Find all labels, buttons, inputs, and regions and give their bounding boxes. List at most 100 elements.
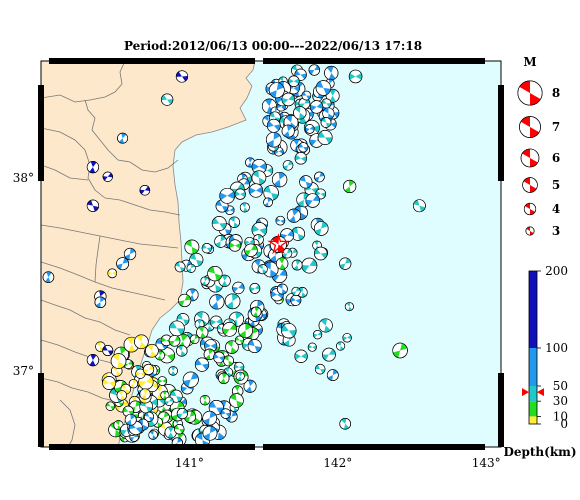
earthquake-symbol <box>143 411 155 422</box>
earthquake-symbol <box>139 185 151 196</box>
earthquake-symbol <box>174 424 185 435</box>
lat-tick-label: 38° <box>13 171 34 185</box>
earthquake-symbol <box>174 261 186 273</box>
earthquake-symbol <box>175 70 189 83</box>
earthquake-symbol <box>320 117 332 128</box>
earthquake-symbol <box>102 345 114 356</box>
earthquake-symbol <box>218 274 231 287</box>
earthquake-symbol <box>314 171 325 183</box>
magnitude-legend-symbol <box>525 226 535 236</box>
earthquake-symbol <box>196 326 209 339</box>
earthquake-symbol <box>143 363 155 375</box>
earthquake-symbol <box>199 394 211 406</box>
earthquake-symbol <box>86 161 100 174</box>
earthquake-symbol <box>314 363 326 375</box>
earthquake-symbol <box>116 390 127 401</box>
earthquake-symbol <box>213 351 225 364</box>
earthquake-symbol <box>309 100 324 114</box>
earthquake-symbol <box>184 239 200 255</box>
lon-tick-label: 142° <box>323 456 352 470</box>
earthquake-symbol <box>202 410 218 426</box>
earthquake-symbol <box>235 371 245 381</box>
earthquake-symbol <box>202 425 218 441</box>
earthquake-symbol <box>312 330 323 340</box>
earthquake-symbol <box>291 286 301 296</box>
lon-tick-label: 143° <box>472 456 501 470</box>
earthquake-symbol <box>322 347 336 362</box>
earthquake-symbol <box>277 283 288 295</box>
magnitude-legend-label: 8 <box>552 86 560 100</box>
earthquake-symbol <box>281 124 295 138</box>
earthquake-symbol <box>286 208 302 223</box>
earthquake-symbol <box>251 170 267 185</box>
earthquake-symbol <box>250 306 262 318</box>
earthquake-symbol <box>139 388 151 400</box>
earthquake-symbol <box>293 106 307 120</box>
earthquake-symbol <box>314 246 328 261</box>
depth-marker-icon <box>522 388 529 397</box>
depth-tick-label: 10 <box>553 409 568 423</box>
earthquake-symbol <box>265 131 282 148</box>
earthquake-symbol <box>110 353 127 369</box>
earthquake-symbol <box>159 347 175 364</box>
depth-marker-icon <box>537 388 544 397</box>
earthquake-symbol <box>169 320 185 337</box>
earthquake-symbol <box>222 321 237 337</box>
earthquake-symbol <box>148 430 158 440</box>
earthquake-symbol <box>176 345 188 357</box>
earthquake-symbol <box>86 199 100 212</box>
earthquake-symbol <box>116 257 130 271</box>
earthquake-symbol <box>157 376 168 386</box>
depth-tick-label: 30 <box>553 394 568 408</box>
earthquake-symbol <box>223 355 234 367</box>
earthquake-symbol <box>339 257 352 270</box>
earthquake-symbol <box>304 124 315 134</box>
earthquake-symbol <box>107 268 118 279</box>
earthquake-symbol <box>228 239 242 252</box>
earthquake-symbol <box>291 259 303 271</box>
earthquake-symbol <box>178 293 192 308</box>
earthquake-symbol <box>209 294 225 310</box>
depth-band <box>529 416 537 424</box>
earthquake-symbol <box>281 92 295 107</box>
earthquake-symbol <box>313 221 329 236</box>
axis-ticks: 141° 142° 143° 37° 38° <box>13 171 501 470</box>
earthquake-symbol <box>161 93 174 106</box>
earthquake-symbol <box>228 216 240 228</box>
earthquake-symbol <box>248 183 264 198</box>
epicenter-star-icon <box>267 233 290 255</box>
earthquake-symbol <box>234 188 246 200</box>
earthquake-symbol <box>128 379 139 389</box>
earthquake-symbol <box>243 379 257 393</box>
earthquake-symbol <box>318 318 333 333</box>
map-title: Period:2012/06/13 00:00---2022/06/13 17:… <box>124 39 422 53</box>
earthquake-symbol <box>275 215 286 226</box>
earthquake-symbol <box>134 334 149 349</box>
magnitude-legend-label: 3 <box>552 224 560 238</box>
earthquake-symbol <box>194 357 210 372</box>
land-area <box>41 61 256 447</box>
magnitude-legend: M 8 7 6 5 4 3 <box>517 55 560 238</box>
earthquake-symbol <box>102 171 113 182</box>
earthquake-symbol <box>299 175 313 189</box>
earthquake-symbol <box>294 349 308 363</box>
magnitude-legend-symbol <box>517 80 543 106</box>
earthquake-symbol <box>348 69 363 84</box>
earthquake-symbol <box>234 335 245 345</box>
earthquake-symbol <box>251 222 268 238</box>
earthquake-symbol <box>251 159 267 175</box>
depth-tick-label: 50 <box>553 379 568 393</box>
earthquake-symbol <box>339 418 351 430</box>
earthquake-symbol <box>232 281 245 295</box>
earthquake-symbol <box>189 334 200 345</box>
earthquake-symbol <box>308 64 320 76</box>
earthquake-symbol <box>245 157 256 168</box>
lat-tick-label: 37° <box>13 364 34 378</box>
earthquake-symbol <box>294 152 308 165</box>
earthquake-symbol <box>94 296 107 309</box>
earthquake-symbol <box>263 185 279 201</box>
earthquake-symbol <box>208 400 224 416</box>
earthquake-symbol <box>301 257 318 274</box>
